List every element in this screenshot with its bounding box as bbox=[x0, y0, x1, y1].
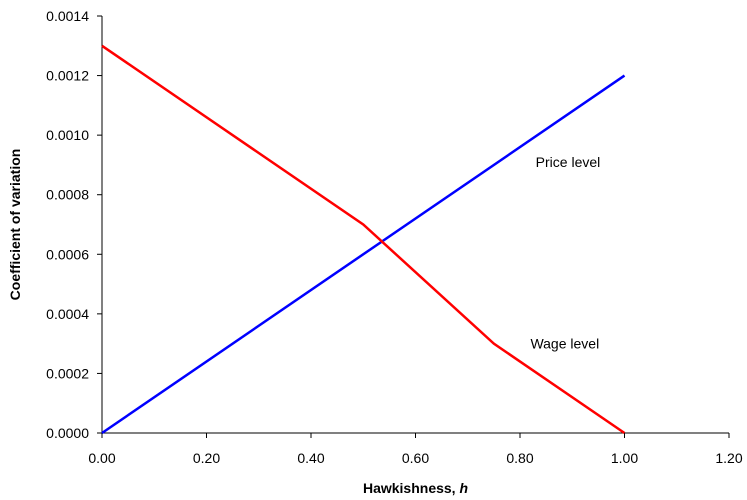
ticks: 0.0000 0.0002 0.0004 0.0006 0.0008 0.0010 0.00… bbox=[46, 8, 743, 466]
x-tick-label: 1.20 bbox=[715, 450, 742, 466]
x-tick-label: 0.00 bbox=[88, 450, 115, 466]
x-tick-label: 0.20 bbox=[193, 450, 220, 466]
annotations: Price level Wage level bbox=[530, 154, 600, 352]
series-line-price-level bbox=[101, 74, 626, 435]
y-tick-label: 0.0004 bbox=[46, 306, 89, 322]
x-axis-title-text: Hawkishness, bbox=[363, 480, 460, 496]
series-label: Price level bbox=[536, 154, 601, 170]
x-tick-label: 0.40 bbox=[297, 450, 324, 466]
x-tick-label: 0.60 bbox=[402, 450, 429, 466]
x-tick-label: 1.00 bbox=[611, 450, 638, 466]
series-label: Wage level bbox=[530, 336, 599, 352]
y-tick-label: 0.0010 bbox=[46, 127, 89, 143]
series-group bbox=[101, 44, 626, 435]
series-line-wage-level bbox=[101, 44, 626, 435]
x-axis-title: Hawkishness, h bbox=[363, 480, 468, 496]
axes bbox=[101, 16, 729, 434]
y-tick-label: 0.0006 bbox=[46, 246, 89, 262]
y-tick-label: 0.0000 bbox=[46, 425, 89, 441]
y-axis-title: Coefficient of variation bbox=[7, 149, 23, 301]
y-tick-label: 0.0012 bbox=[46, 68, 89, 84]
x-tick-label: 0.80 bbox=[506, 450, 533, 466]
y-tick-label: 0.0002 bbox=[46, 365, 89, 381]
y-tick-label: 0.0008 bbox=[46, 187, 89, 203]
x-axis-title-variable: h bbox=[459, 480, 468, 496]
y-tick-label: 0.0014 bbox=[46, 8, 89, 24]
